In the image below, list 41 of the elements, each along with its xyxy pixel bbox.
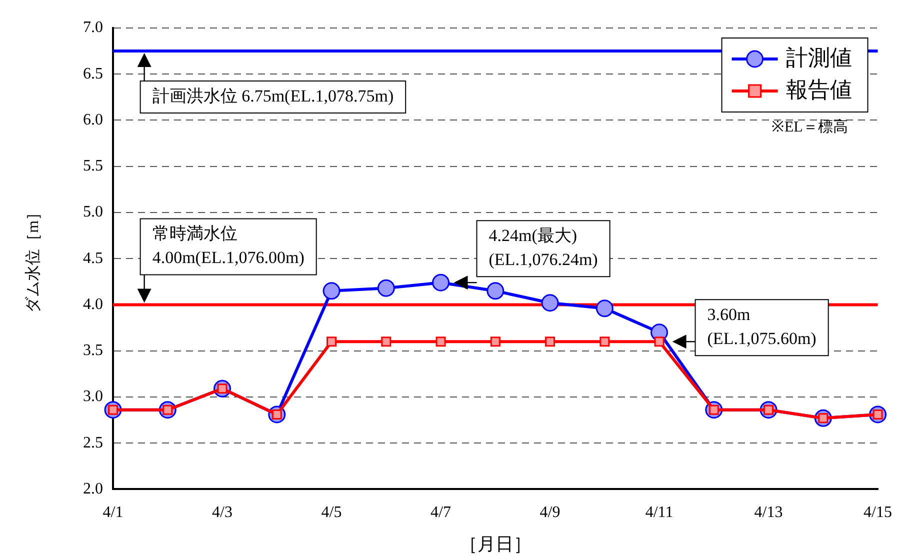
y-tick-label: 4.0 <box>83 296 103 313</box>
y-tick-label: 3.0 <box>83 388 103 406</box>
point <box>600 336 610 347</box>
point <box>490 336 500 347</box>
legend-label: 報告値 <box>786 76 852 102</box>
y-tick-label: 4.5 <box>83 250 103 267</box>
point <box>326 336 336 347</box>
x-tick-label: 4/1 <box>102 504 124 522</box>
annotation: 4.24m(最大) (EL.1,076.24m) <box>488 226 598 270</box>
y-tick-label: 5.5 <box>83 158 103 175</box>
point <box>486 282 504 300</box>
point <box>322 282 340 300</box>
point <box>377 279 395 297</box>
y-tick-label: 6.5 <box>83 65 103 82</box>
x-tick-label: 4/3 <box>212 504 232 522</box>
point <box>436 336 446 347</box>
y-tick-label: 3.5 <box>83 342 103 360</box>
y-tick-label: 2.5 <box>83 434 103 452</box>
x-tick-label: 4/15 <box>864 504 892 522</box>
y-tick-label: 7.0 <box>83 19 103 36</box>
point <box>654 336 664 347</box>
point <box>432 274 450 292</box>
x-axis-title: ［月日］ <box>459 534 532 554</box>
annotation: 3.60m (EL.1,075.60m) <box>707 305 816 348</box>
point <box>596 300 614 318</box>
point <box>545 336 556 347</box>
x-tick-label: 4/11 <box>645 504 674 522</box>
y-axis-title: ダム水位［m］ <box>24 204 42 313</box>
y-tick-label: 2.0 <box>83 480 103 498</box>
ref-line-label: 計画洪水位 6.75m(EL.1,078.75m) <box>152 86 394 106</box>
legend-label: 計測値 <box>786 44 852 70</box>
x-tick-label: 4/9 <box>540 504 560 522</box>
point <box>381 336 392 347</box>
x-tick-label: 4/13 <box>754 504 783 522</box>
x-tick-label: 4/7 <box>430 504 451 522</box>
x-tick-label: 4/5 <box>321 504 342 522</box>
annotation: ※EL＝標高 <box>771 118 848 136</box>
ref-line-label: 常時満水位 4.00m(EL.1,076.00m) <box>152 224 304 268</box>
y-tick-label: 5.0 <box>83 204 103 221</box>
y-tick-label: 6.0 <box>83 111 103 128</box>
point <box>541 294 559 312</box>
